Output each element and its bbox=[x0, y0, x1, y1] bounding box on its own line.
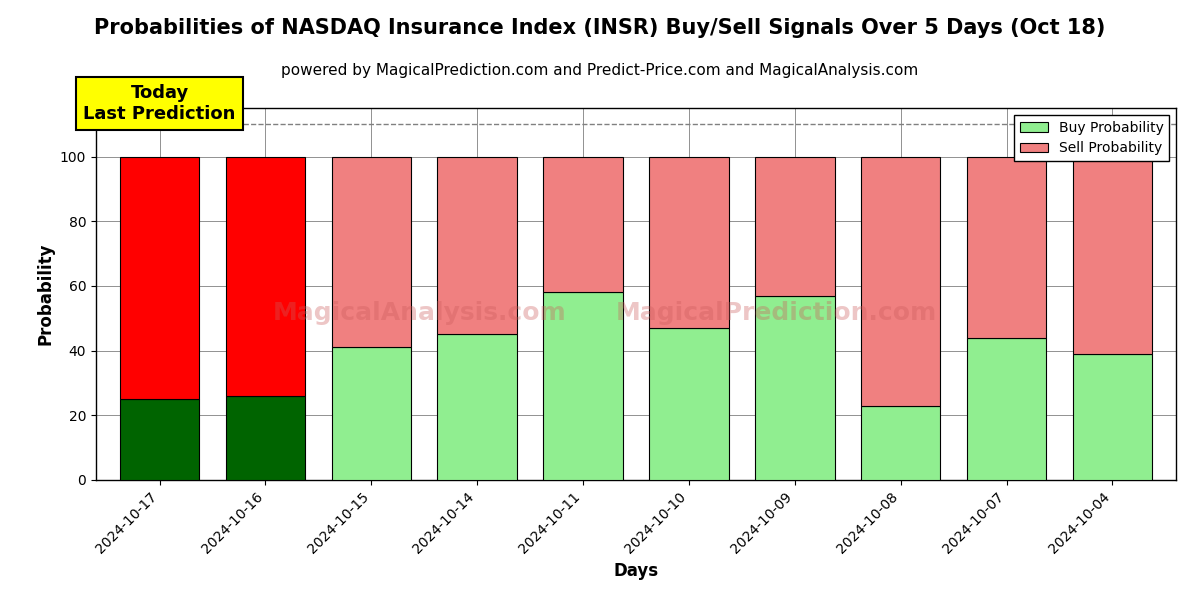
Bar bbox=[544, 157, 623, 292]
Bar bbox=[755, 157, 834, 296]
Bar bbox=[967, 338, 1046, 480]
Bar bbox=[862, 157, 941, 406]
Text: MagicalAnalysis.com: MagicalAnalysis.com bbox=[274, 301, 566, 325]
Text: MagicalPrediction.com: MagicalPrediction.com bbox=[616, 301, 937, 325]
Bar bbox=[331, 157, 412, 347]
Bar bbox=[755, 296, 834, 480]
Bar bbox=[1073, 157, 1152, 354]
Bar bbox=[226, 157, 305, 396]
Bar bbox=[862, 406, 941, 480]
Bar bbox=[544, 292, 623, 480]
Bar bbox=[120, 399, 199, 480]
Bar bbox=[120, 157, 199, 399]
Bar bbox=[649, 157, 728, 328]
Bar bbox=[438, 334, 517, 480]
Bar bbox=[331, 347, 412, 480]
Y-axis label: Probability: Probability bbox=[36, 243, 54, 345]
Legend: Buy Probability, Sell Probability: Buy Probability, Sell Probability bbox=[1014, 115, 1169, 161]
Text: Probabilities of NASDAQ Insurance Index (INSR) Buy/Sell Signals Over 5 Days (Oct: Probabilities of NASDAQ Insurance Index … bbox=[95, 18, 1105, 38]
Text: powered by MagicalPrediction.com and Predict-Price.com and MagicalAnalysis.com: powered by MagicalPrediction.com and Pre… bbox=[281, 63, 919, 78]
X-axis label: Days: Days bbox=[613, 562, 659, 580]
Bar bbox=[1073, 354, 1152, 480]
Text: Today
Last Prediction: Today Last Prediction bbox=[83, 84, 235, 122]
Bar bbox=[438, 157, 517, 334]
Bar bbox=[649, 328, 728, 480]
Bar bbox=[226, 396, 305, 480]
Bar bbox=[967, 157, 1046, 338]
